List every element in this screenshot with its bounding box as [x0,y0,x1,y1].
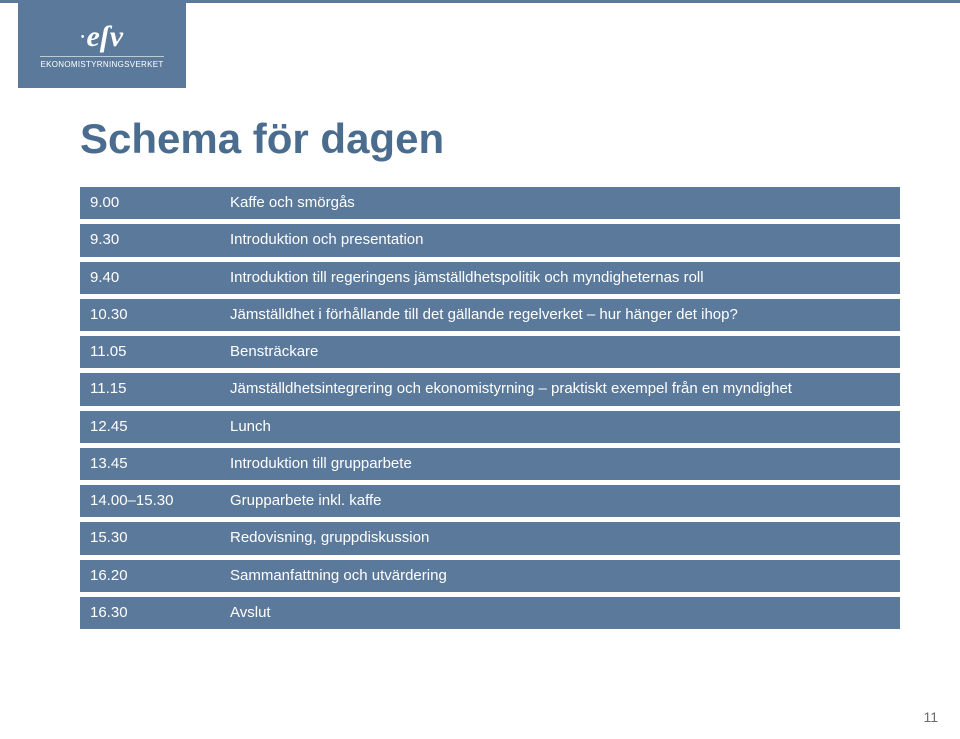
time-cell: 14.00–15.30 [80,485,220,517]
page-title: Schema för dagen [80,115,900,163]
time-cell: 13.45 [80,448,220,480]
logo: •eſv EKONOMISTYRNINGSVERKET [18,3,186,88]
table-row: 9.40Introduktion till regeringens jämstä… [80,262,900,294]
desc-cell: Introduktion och presentation [220,224,900,256]
schedule-table: 9.00Kaffe och smörgås9.30Introduktion oc… [80,187,900,629]
time-cell: 10.30 [80,299,220,331]
table-row: 9.00Kaffe och smörgås [80,187,900,219]
desc-cell: Jämställdhet i förhållande till det gäll… [220,299,900,331]
table-row: 14.00–15.30Grupparbete inkl. kaffe [80,485,900,517]
time-cell: 15.30 [80,522,220,554]
desc-cell: Sammanfattning och utvärdering [220,560,900,592]
table-row: 13.45Introduktion till grupparbete [80,448,900,480]
time-cell: 11.15 [80,373,220,405]
desc-cell: Grupparbete inkl. kaffe [220,485,900,517]
table-row: 15.30Redovisning, gruppdiskussion [80,522,900,554]
desc-cell: Bensträckare [220,336,900,368]
desc-cell: Kaffe och smörgås [220,187,900,219]
time-cell: 16.20 [80,560,220,592]
time-cell: 9.40 [80,262,220,294]
table-row: 12.45Lunch [80,411,900,443]
time-cell: 11.05 [80,336,220,368]
table-row: 10.30Jämställdhet i förhållande till det… [80,299,900,331]
logo-mark-text: eſv [86,22,123,52]
table-row: 11.05Bensträckare [80,336,900,368]
slide-content: Schema för dagen 9.00Kaffe och smörgås9.… [80,115,900,629]
time-cell: 12.45 [80,411,220,443]
logo-subtext: EKONOMISTYRNINGSVERKET [40,56,163,69]
table-row: 16.30Avslut [80,597,900,629]
table-row: 16.20Sammanfattning och utvärdering [80,560,900,592]
desc-cell: Lunch [220,411,900,443]
table-row: 9.30Introduktion och presentation [80,224,900,256]
time-cell: 9.00 [80,187,220,219]
desc-cell: Avslut [220,597,900,629]
page-number: 11 [923,709,938,725]
logo-mark: •eſv [81,22,123,52]
table-row: 11.15Jämställdhetsintegrering och ekonom… [80,373,900,405]
desc-cell: Introduktion till grupparbete [220,448,900,480]
desc-cell: Redovisning, gruppdiskussion [220,522,900,554]
desc-cell: Introduktion till regeringens jämställdh… [220,262,900,294]
time-cell: 9.30 [80,224,220,256]
time-cell: 16.30 [80,597,220,629]
desc-cell: Jämställdhetsintegrering och ekonomistyr… [220,373,900,405]
